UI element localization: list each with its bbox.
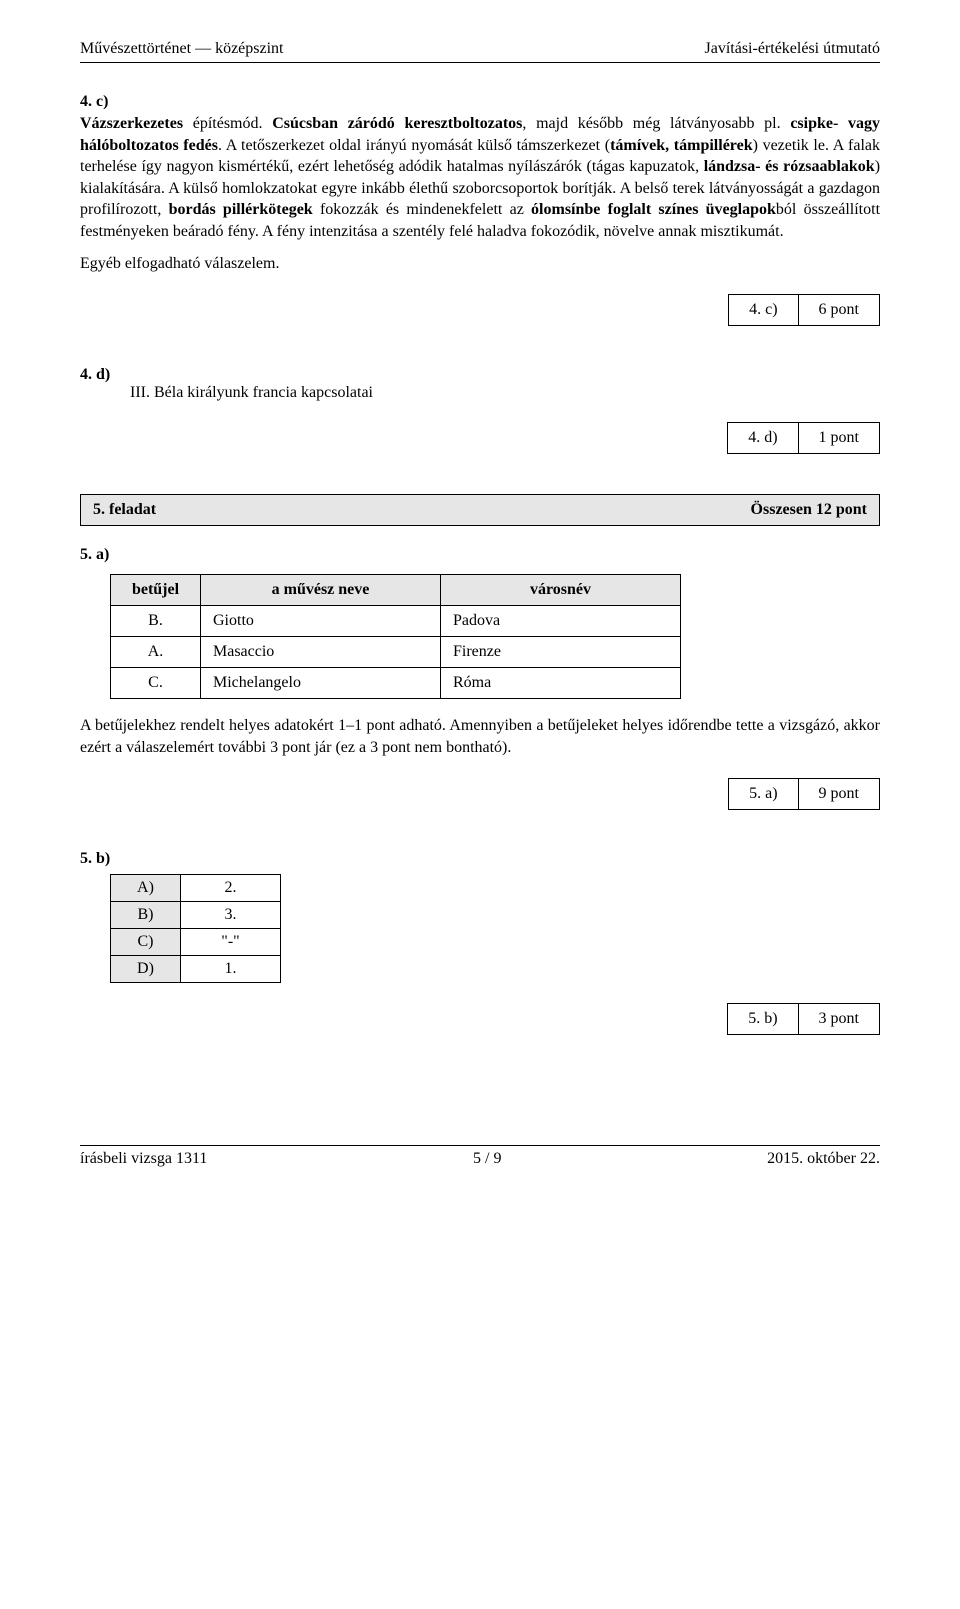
score-4d-value: 1 pont [798,423,879,454]
feladat-5-total: Összesen 12 pont [739,495,879,525]
score-4c-value: 6 pont [798,295,879,326]
table-row: C) "-" [111,929,281,956]
score-4d-label: 4. d) [728,423,798,454]
table-row: B. Giotto Padova [111,606,681,637]
table-header-artist: a művész neve [201,575,441,606]
feladat-5-header: 5. feladat Összesen 12 pont [80,494,880,526]
table-row: B) 3. [111,902,281,929]
footer-right: 2015. október 22. [767,1150,880,1168]
section-4d-text: III. Béla királyunk francia kapcsolatai [80,384,880,402]
section-5a-note: A betűjelekhez rendelt helyes adatokért … [80,715,880,758]
cell-key: D) [111,956,181,983]
header-right: Javítási-értékelési útmutató [705,40,881,58]
table-5a: betűjel a művész neve városnév B. Giotto… [110,574,681,699]
cell-value: 3. [181,902,281,929]
section-4c-closing: Egyéb elfogadható válaszelem. [80,253,880,275]
cell-key: A) [111,875,181,902]
score-5b-value: 3 pont [798,1004,879,1035]
cell-artist: Giotto [201,606,441,637]
cell-value: 1. [181,956,281,983]
section-4d-label: 4. d) [80,366,110,383]
cell-city: Firenze [441,637,681,668]
score-5a-label: 5. a) [729,779,798,810]
score-box-5b: 5. b) 3 pont [727,1003,880,1035]
header-left: Művészettörténet — középszint [80,40,284,58]
section-4d: 4. d) III. Béla királyunk francia kapcso… [80,366,880,402]
cell-city: Padova [441,606,681,637]
table-header-city: városnév [441,575,681,606]
score-box-4c: 4. c) 6 pont [728,294,880,326]
cell-city: Róma [441,668,681,699]
section-4c-label: 4. c) [80,93,880,111]
table-row: D) 1. [111,956,281,983]
score-5a-value: 9 pont [798,779,879,810]
page-header: Művészettörténet — középszint Javítási-é… [80,40,880,58]
feladat-5-title: 5. feladat [81,495,739,525]
table-5b: A) 2. B) 3. C) "-" D) 1. [110,874,281,983]
score-box-4d: 4. d) 1 pont [727,422,880,454]
cell-artist: Michelangelo [201,668,441,699]
header-rule [80,62,880,63]
section-5b-label: 5. b) [80,850,880,868]
footer-left: írásbeli vizsga 1311 [80,1150,207,1168]
cell-letter: A. [111,637,201,668]
section-5a-label: 5. a) [80,546,880,564]
table-row: A. Masaccio Firenze [111,637,681,668]
cell-value: 2. [181,875,281,902]
score-4c-label: 4. c) [729,295,798,326]
footer-rule [80,1145,880,1146]
cell-key: C) [111,929,181,956]
table-row: C. Michelangelo Róma [111,668,681,699]
score-5b-label: 5. b) [728,1004,798,1035]
cell-letter: C. [111,668,201,699]
score-box-5a: 5. a) 9 pont [728,778,880,810]
page-footer: írásbeli vizsga 1311 5 / 9 2015. október… [80,1150,880,1168]
table-header-letter: betűjel [111,575,201,606]
table-row: betűjel a művész neve városnév [111,575,681,606]
cell-key: B) [111,902,181,929]
cell-value: "-" [181,929,281,956]
table-row: A) 2. [111,875,281,902]
section-4c-paragraph: Vázszerkezetes építésmód. Csúcsban záród… [80,113,880,243]
cell-artist: Masaccio [201,637,441,668]
footer-center: 5 / 9 [473,1150,501,1168]
cell-letter: B. [111,606,201,637]
